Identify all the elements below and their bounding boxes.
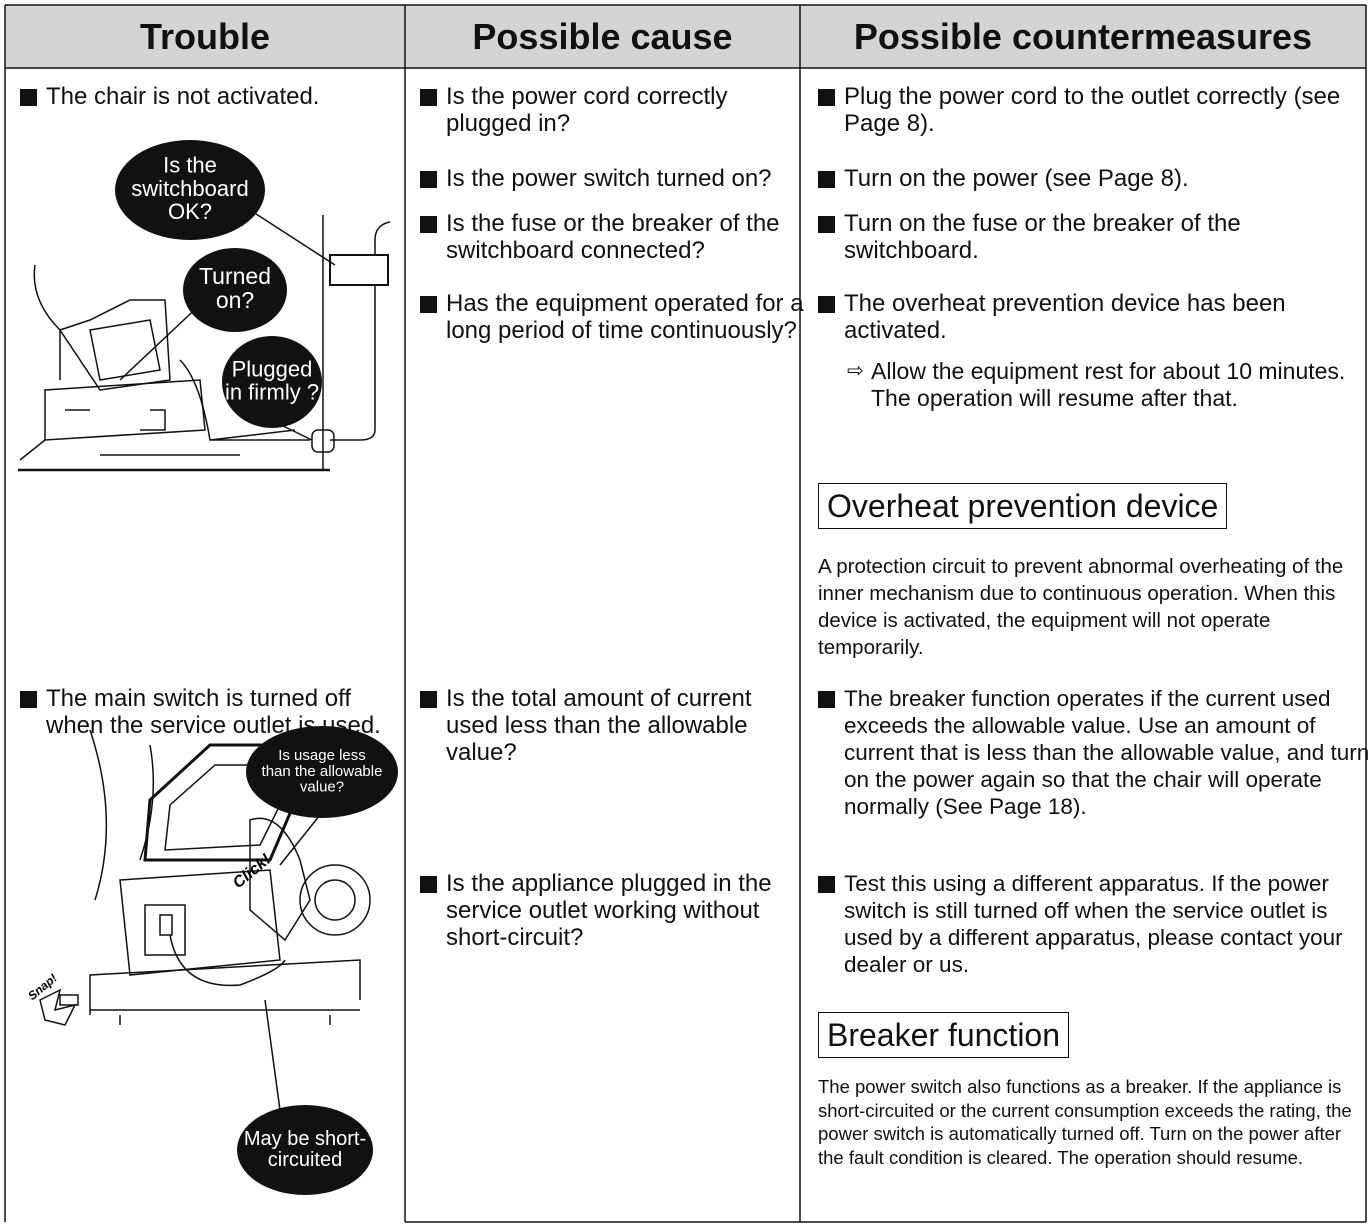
possible-cause: Is the power switch turned on? [420, 165, 806, 192]
possible-cause: Is the power cord correctly plugged in? [420, 83, 806, 137]
possible-cause: Is the fuse or the breaker of the switch… [420, 210, 806, 264]
speech-bubble [246, 726, 398, 818]
column-header: Trouble [5, 5, 405, 68]
speech-bubble [115, 140, 265, 240]
bubble-text: in firmly ? [225, 379, 319, 404]
bubble-text: May be short- [244, 1128, 366, 1150]
bubble-text: on? [216, 287, 254, 313]
speech-bubble [237, 1105, 373, 1195]
column-header: Possible countermeasures [800, 5, 1366, 68]
countermeasure: The overheat prevention device has been … [818, 290, 1370, 344]
trouble: The chair is not activated. [20, 83, 406, 110]
box-description: A protection circuit to prevent abnormal… [818, 555, 1344, 659]
bubble-text: value? [300, 779, 344, 796]
speech-bubble [222, 336, 322, 428]
countermeasure: The breaker function operates if the cur… [818, 685, 1370, 820]
countermeasure: Turn on the power (see Page 8). [818, 165, 1370, 192]
bubble-text: OK? [168, 199, 212, 224]
bubble-text: Plugged [232, 356, 313, 381]
countermeasure: Test this using a different apparatus. I… [818, 870, 1370, 978]
possible-cause: Is the total amount of current used less… [420, 685, 806, 766]
bubble-text: Is usage less [278, 747, 366, 764]
box-description: The power switch also functions as a bre… [818, 1076, 1352, 1168]
bubble-text: switchboard [131, 176, 248, 201]
sound-effect: Click! [230, 851, 275, 892]
bubble-text: than the allowable [262, 763, 383, 780]
countermeasure-note: Allow the equipment rest for about 10 mi… [845, 358, 1361, 412]
box-title: Breaker function [818, 1012, 1070, 1058]
speech-bubble [183, 248, 287, 332]
bubble-text: Turned [199, 263, 271, 289]
countermeasure: Plug the power cord to the outlet correc… [818, 83, 1370, 137]
trouble: The main switch is turned off when the s… [20, 685, 406, 739]
box-title: Overheat prevention device [818, 483, 1228, 529]
bubble-text: circuited [268, 1149, 342, 1171]
countermeasure: Turn on the fuse or the breaker of the s… [818, 210, 1370, 264]
bubble-text: Is the [163, 153, 217, 178]
possible-cause: Is the appliance plugged in the service … [420, 870, 806, 951]
column-header: Possible cause [405, 5, 800, 68]
possible-cause: Has the equipment operated for a long pe… [420, 290, 806, 344]
